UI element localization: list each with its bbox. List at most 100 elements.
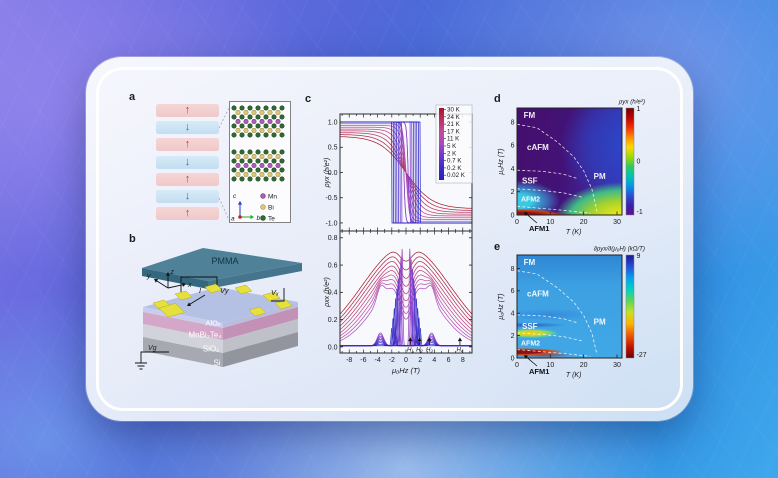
plot-frame — [516, 107, 623, 216]
atom-te — [263, 114, 269, 120]
atom-bi — [267, 172, 273, 178]
region-label-cafm: cAFM — [527, 289, 549, 298]
data-curve — [339, 261, 473, 323]
afm1-arrow-icon — [524, 355, 538, 367]
atom-te — [255, 114, 261, 120]
phase-diagram-e: 0 2 4 6 8 0 10 20 30 T (K) μ₀Hz (T) FM cAFM SSF AFM2 PM… — [498, 246, 647, 380]
atom-te — [255, 176, 261, 182]
si-right-face — [223, 332, 298, 367]
mbt-right-face — [223, 307, 298, 340]
atom-bi — [267, 127, 273, 133]
ytick-label: 0.5 — [328, 145, 338, 152]
si-label: Si — [213, 359, 220, 368]
afm-layer-up: ↑ — [156, 138, 219, 152]
atom-te — [271, 114, 277, 120]
atom-te — [263, 158, 269, 164]
panel-a-label: a — [129, 91, 136, 103]
phase-diagram-d-colormap — [517, 108, 622, 215]
ytick-label: 2 — [511, 189, 515, 196]
vg-wire — [140, 351, 169, 363]
legend-temp-label: 21 K — [447, 121, 461, 128]
si-left-face — [143, 337, 223, 367]
ytick-label: 8 — [511, 266, 515, 273]
data-curve — [340, 121, 472, 224]
afm1-arrow-icon — [524, 212, 538, 224]
spin-up-arrow-icon: ↑ — [184, 207, 191, 220]
xtick-label: 6 — [447, 357, 451, 364]
xtick-label: 0 — [515, 362, 519, 369]
atom-te — [263, 176, 269, 182]
region-label-fm: FM — [524, 111, 536, 120]
current-arrow-icon — [187, 294, 206, 306]
xtick-label: 0 — [404, 357, 408, 364]
axis-z-arrow-icon — [165, 272, 171, 288]
atom-bi — [259, 110, 265, 116]
atom-mn — [251, 118, 257, 124]
field-marker-label: H₂ — [416, 347, 423, 354]
atom-te — [239, 114, 245, 120]
electrode-pad — [158, 303, 185, 318]
axis-c-label: c — [233, 193, 237, 200]
ytick-label: -0.5 — [325, 195, 337, 202]
legend-colorbar — [439, 108, 444, 180]
atom-bi — [275, 172, 281, 178]
atom-bi — [275, 153, 281, 159]
spin-down-arrow-icon: ↓ — [184, 155, 191, 168]
atom-bi — [235, 172, 241, 178]
atom-te — [263, 105, 269, 111]
atom-te — [279, 123, 285, 129]
atom-bi — [251, 172, 257, 178]
atom-te — [231, 132, 237, 138]
device-top-face — [143, 287, 298, 323]
pmma-right-face — [208, 263, 302, 289]
temperature-legend: 30 K24 K21 K17 K11 K5 K2 K0.7 K0.2 K0.02… — [435, 104, 473, 184]
ytick-label: -1.0 — [325, 220, 337, 227]
field-marker-arrow-icon — [427, 337, 432, 345]
data-curve — [339, 274, 473, 334]
xtick-label: -4 — [374, 357, 380, 364]
spin-up-arrow-icon: ↑ — [184, 172, 191, 185]
y-axis-label-top: ρyx (h/e²) — [324, 158, 331, 189]
atom-mn — [259, 162, 265, 168]
ytick-label: 0.6 — [328, 262, 338, 269]
bottom-plot-bg — [340, 231, 472, 353]
region-label-ssf: SSF — [522, 322, 538, 331]
ytick-label: 4 — [511, 166, 515, 173]
afm-layer-down: ↓ — [156, 190, 219, 203]
atom-bi — [251, 110, 257, 116]
electrode-pad — [248, 306, 267, 317]
phase-boundary-line — [516, 188, 584, 198]
axis-ticks — [340, 114, 472, 353]
afm-layer-up: ↑ — [156, 172, 219, 186]
mbt-left-face — [143, 312, 223, 340]
region-label-ssf: SSF — [522, 177, 538, 186]
electrode-pad — [262, 291, 281, 302]
panel-e-label: e — [494, 241, 501, 253]
colorbar-tick-label: 1 — [637, 106, 641, 113]
ytick-label: 0.2 — [328, 317, 338, 324]
atom-mn — [275, 118, 281, 124]
legend-temp-label: 0.02 K — [447, 172, 466, 179]
atom-bi — [251, 153, 257, 159]
region-label-pm: PM — [594, 172, 606, 181]
legend-temp-label: 5 K — [447, 143, 457, 150]
atom-bi — [267, 153, 273, 159]
atom-te — [271, 105, 277, 111]
x-axis-label: T (K) — [566, 372, 582, 379]
atom-mn — [251, 162, 257, 168]
atom-te — [255, 123, 261, 129]
legend-atom-bi-label: Bi — [268, 205, 274, 212]
ytick-label: 0 — [511, 212, 515, 219]
colorbar-tick-label: 9 — [637, 253, 641, 260]
field-marker-label: H₁ — [407, 347, 413, 354]
atom-te — [239, 158, 245, 164]
legend-temp-label: 30 K — [447, 107, 461, 114]
electrode-pad — [204, 283, 223, 294]
septuple-layer-block — [231, 105, 285, 138]
spin-up-arrow-icon: ↑ — [184, 104, 191, 116]
atom-te — [231, 105, 237, 111]
device-schematic: PMMA z y x Vy Vₓ I Vg AlOₓ MnBi₂Te₄ SiO₂ Si — [135, 248, 302, 370]
atom-te — [263, 132, 269, 138]
